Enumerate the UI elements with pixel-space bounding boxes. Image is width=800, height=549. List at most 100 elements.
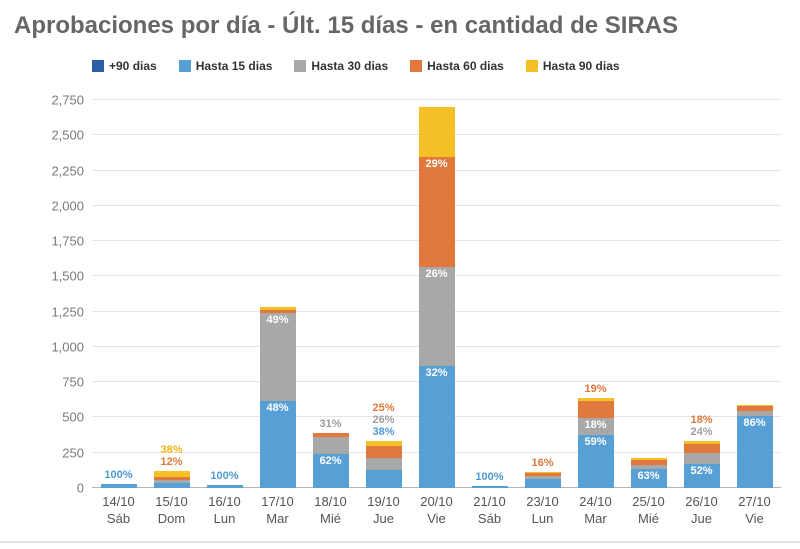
outside-percent-label: 38% (372, 425, 395, 438)
bar-segment-d30[interactable] (630, 464, 667, 470)
stacked-bar-18-10[interactable]: 62% (312, 432, 349, 488)
bar-slot: 48% 49% (251, 100, 304, 488)
bar-segment-d90[interactable] (312, 432, 349, 434)
stacked-bar-20-10[interactable]: 32% 26% 29% (418, 107, 455, 488)
bar-slot: 59% 18% 19% (569, 100, 622, 488)
legend-item-+90-dias[interactable]: +90 dias (92, 59, 157, 73)
bar-segment-d30[interactable] (312, 436, 349, 454)
bar-segment-d15[interactable]: 63% (630, 469, 667, 488)
bar-segment-d30[interactable]: 18% (577, 418, 614, 435)
stacked-bar-24-10[interactable]: 59% 18% (577, 397, 614, 488)
stacked-bar-17-10[interactable]: 48% 49% (259, 307, 296, 488)
bar-segment-d90[interactable] (259, 307, 296, 310)
stacked-bar-26-10[interactable]: 52% (683, 441, 720, 488)
bar-slot: 32% 26% 29% (410, 100, 463, 488)
bar-segment-d90[interactable] (365, 440, 402, 446)
y-axis-label: 2,750 (51, 92, 84, 108)
segment-percent-label: 48% (266, 402, 289, 415)
bar-segment-d60[interactable] (524, 473, 561, 476)
bar-segment-d30[interactable] (524, 475, 561, 480)
y-axis-label: 250 (62, 445, 84, 461)
legend-item-hasta-30-dias[interactable]: Hasta 30 dias (294, 59, 388, 73)
x-axis-label: 18/10 Mié (314, 494, 347, 526)
bar-segment-d90[interactable] (577, 397, 614, 402)
x-axis-label: 23/10 Lun (526, 494, 559, 526)
bar-segment-d15[interactable]: 48% (259, 401, 296, 488)
bar-slot: 25% 26% 38% (357, 100, 410, 488)
outside-percent-label: 25% (372, 401, 395, 414)
bar-segment-d60[interactable] (630, 459, 667, 465)
stacked-bar-21-10[interactable] (471, 485, 508, 488)
bar-segment-d60[interactable] (577, 401, 614, 419)
bar-segment-d15[interactable] (365, 470, 402, 488)
y-axis-label: 750 (62, 374, 84, 390)
x-axis-label: 20/10 Vie (420, 494, 453, 526)
bar-segment-d90[interactable] (683, 441, 720, 445)
bar-segment-d30[interactable] (683, 452, 720, 464)
bar-segment-d90[interactable] (418, 107, 455, 157)
x-axis-label: 25/10 Mié (632, 494, 665, 526)
stacked-bar-19-10[interactable] (365, 440, 402, 488)
bar-segment-d15[interactable] (206, 485, 243, 488)
bar-segment-d30[interactable]: 49% (259, 313, 296, 402)
bar-slot: 86% (728, 100, 781, 488)
outside-percent-label: 16% (531, 456, 554, 469)
bar-segment-d15[interactable] (524, 479, 561, 488)
outside-percent-label: 12% (160, 456, 183, 469)
bars-container: 100% 38% 12% 100% 48% 49% 62% 31% 25% 26% 38% 32% 26… (92, 100, 781, 488)
legend-swatch (92, 60, 104, 72)
outside-percent-label: 31% (319, 417, 342, 430)
x-axis-label: 24/10 Mar (579, 494, 612, 526)
bar-segment-d60[interactable] (736, 406, 773, 411)
legend-swatch (525, 60, 538, 72)
bar-segment-d60[interactable] (153, 477, 190, 480)
bar-segment-d60[interactable] (365, 445, 402, 458)
bar-segment-d15[interactable]: 86% (736, 416, 773, 488)
segment-percent-label: 62% (319, 454, 342, 467)
bar-segment-d90[interactable] (736, 404, 773, 407)
bar-outside-labels: 38% 12% (141, 444, 202, 468)
bar-segment-d60[interactable] (683, 444, 720, 453)
bar-slot: 63% (622, 100, 675, 488)
chart-title: Aprobaciones por día - Últ. 15 días - en… (14, 12, 679, 39)
stacked-bar-23-10[interactable] (524, 471, 561, 488)
bar-segment-d60[interactable]: 29% (418, 156, 455, 268)
gridline (92, 99, 781, 100)
legend-label: Hasta 60 dias (427, 59, 504, 73)
bar-segment-d90[interactable] (630, 458, 667, 460)
legend-label: Hasta 30 dias (311, 59, 389, 73)
outside-percent-label: 18% (690, 414, 713, 427)
bar-segment-d60[interactable] (312, 433, 349, 437)
legend-item-hasta-15-dias[interactable]: Hasta 15 dias (178, 59, 272, 73)
plot-area: 0 250 500 750 1,000 1,250 1,500 1,750 2,000 2,250… (51, 93, 781, 496)
bar-segment-d90[interactable] (153, 471, 190, 478)
bar-segment-d15[interactable] (153, 483, 190, 488)
bar-segment-d60[interactable] (259, 309, 296, 314)
bar-segment-d30[interactable] (365, 457, 402, 471)
bar-segment-d30[interactable] (736, 410, 773, 417)
bar-segment-d30[interactable] (153, 479, 190, 484)
y-axis-label: 500 (62, 409, 84, 425)
bar-segment-d30[interactable]: 26% (418, 267, 455, 367)
segment-percent-label: 29% (425, 157, 448, 170)
bar-segment-d15[interactable]: 32% (418, 366, 455, 488)
bar-outside-labels: 25% 26% 38% (353, 402, 414, 438)
bar-segment-d15[interactable]: 62% (312, 453, 349, 488)
stacked-bar-15-10[interactable] (153, 471, 190, 488)
stacked-bar-25-10[interactable]: 63% (630, 458, 667, 488)
bar-outside-labels: 100% (88, 469, 149, 481)
stacked-bar-27-10[interactable]: 86% (736, 404, 773, 488)
bar-slot: 16% (516, 100, 569, 488)
legend-item-hasta-90-dias[interactable]: Hasta 90 dias (525, 59, 620, 73)
outside-percent-label: 100% (210, 470, 239, 483)
bar-segment-d15[interactable] (100, 484, 137, 488)
stacked-bar-14-10[interactable] (100, 484, 137, 488)
legend-item-hasta-60-dias[interactable]: Hasta 60 dias (410, 59, 504, 73)
bar-segment-d15[interactable]: 52% (683, 463, 720, 488)
bar-segment-d15[interactable]: 59% (577, 434, 614, 488)
bar-segment-d90[interactable] (524, 471, 561, 474)
bar-segment-d15[interactable] (471, 485, 508, 488)
stacked-bar-16-10[interactable] (206, 485, 243, 488)
bar-outside-labels: 19% (565, 383, 626, 395)
